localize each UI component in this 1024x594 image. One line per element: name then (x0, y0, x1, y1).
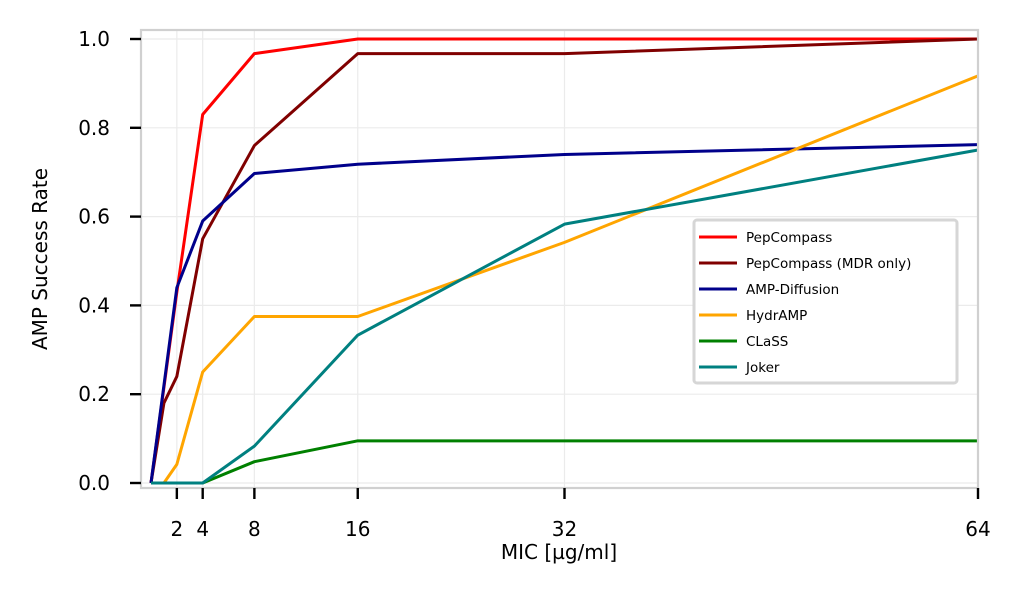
series-line (151, 148, 979, 485)
y-tick-label: 0.4 (78, 293, 110, 317)
x-tick-label: 2 (170, 517, 183, 541)
legend: PepCompass PepCompass (MDR only) AMP-Diffu… (692, 218, 959, 385)
y-axis-title: AMP Success Rate (28, 168, 52, 350)
legend-label: CLaSS (746, 334, 788, 350)
plot-frame (139, 28, 980, 490)
x-tick-label: 4 (196, 517, 209, 541)
x-axis-title: MIC [µg/ml] (501, 540, 617, 564)
series-line (151, 74, 979, 485)
x-tick-label: 16 (345, 517, 370, 541)
x-tick-label: 8 (248, 517, 261, 541)
legend-label: Joker (745, 360, 780, 376)
series-line (149, 37, 979, 484)
y-tick-label: 0.6 (78, 205, 110, 229)
legend-box (692, 218, 959, 385)
legend-label: AMP-Diffusion (746, 282, 839, 298)
y-tick-label: 0.2 (78, 382, 110, 406)
series-line (149, 143, 979, 484)
x-tick-label: 64 (965, 517, 990, 541)
legend-label: PepCompass (MDR only) (746, 256, 911, 272)
y-axis: 0.0 0.2 0.4 0.6 0.8 1.0 (78, 27, 141, 495)
y-tick-label: 0.8 (78, 116, 110, 140)
x-axis: 2 4 8 16 32 64 (170, 488, 991, 541)
y-tick-label: 0.0 (78, 471, 110, 495)
series-lines (149, 37, 979, 485)
legend-label: PepCompass (746, 230, 832, 246)
legend-label: HydrAMP (746, 308, 807, 324)
y-tick-label: 1.0 (78, 27, 110, 51)
x-tick-label: 32 (552, 517, 577, 541)
